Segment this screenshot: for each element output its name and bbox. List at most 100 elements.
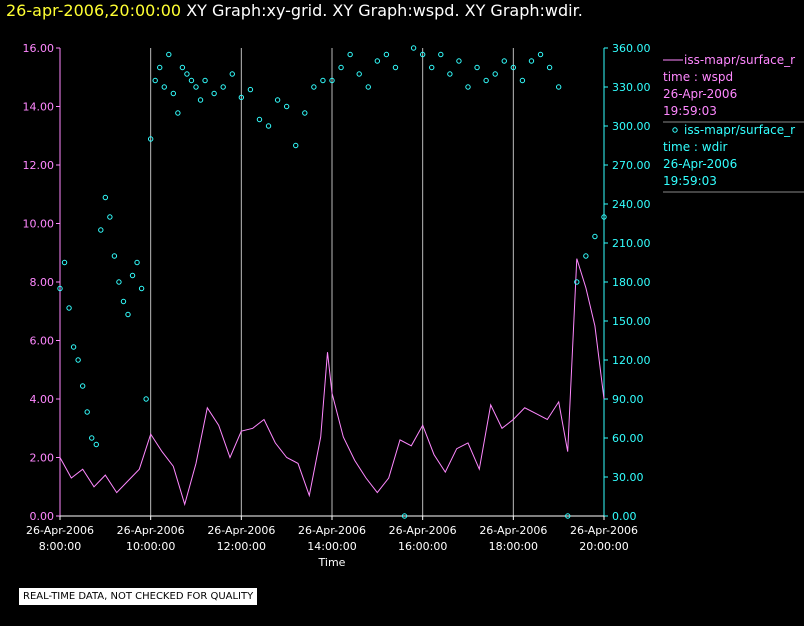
wdir-point: [66, 305, 72, 311]
wdir-point: [125, 311, 131, 318]
right-tick-label: 60.00: [612, 432, 644, 445]
right-tick-label: 180.00: [612, 276, 651, 289]
right-tick-label: 240.00: [612, 198, 651, 211]
wdir-point: [134, 259, 140, 266]
wdir-point: [583, 253, 589, 259]
right-tick-label: 90.00: [612, 393, 644, 406]
wdir-point: [157, 64, 163, 71]
x-tick-time-label: 8:00:00: [39, 540, 81, 553]
wdir-point: [188, 77, 195, 84]
right-tick-label: 270.00: [612, 159, 651, 172]
left-tick-label: 12.00: [23, 159, 55, 172]
wdir-point: [465, 84, 471, 90]
wdir-point: [265, 123, 272, 129]
x-tick-date-label: 26-Apr-2006: [479, 524, 547, 537]
left-tick-label: 14.00: [23, 101, 55, 114]
wspd-legend-source: iss-mapr/surface_r: [684, 53, 795, 67]
x-tick-time-label: 18:00:00: [489, 540, 538, 553]
wdir-point: [293, 142, 299, 149]
wdir-point: [383, 51, 390, 58]
wdir-point: [75, 357, 81, 363]
x-tick-time-label: 14:00:00: [307, 540, 356, 553]
wdir-point: [61, 259, 68, 266]
wdir-point: [410, 45, 417, 51]
wdir-point: [338, 64, 344, 71]
wdir-point: [592, 233, 598, 240]
wdir-point: [120, 298, 127, 305]
wdir-point: [374, 58, 381, 64]
wdir-point: [329, 77, 335, 84]
wdir-point: [247, 86, 254, 93]
left-tick-label: 8.00: [30, 276, 55, 289]
wdir-legend-variable: time : wdir: [663, 140, 728, 154]
right-tick-label: 330.00: [612, 81, 651, 94]
wdir-point: [447, 71, 453, 77]
wdir-point: [220, 84, 226, 90]
wdir-point: [565, 513, 571, 519]
x-tick-date-label: 26-Apr-2006: [570, 524, 638, 537]
right-tick-label: 30.00: [612, 471, 644, 484]
wdir-point: [211, 90, 217, 97]
wdir-point: [98, 227, 104, 233]
wdir-point: [492, 71, 498, 77]
left-tick-label: 16.00: [23, 42, 55, 55]
right-tick-label: 0.00: [612, 510, 637, 523]
graph-list-title: XY Graph:xy-grid. XY Graph:wspd. XY Grap…: [186, 1, 583, 20]
wdir-point: [147, 136, 154, 142]
wdir-point: [89, 435, 95, 441]
wdir-legend-source: iss-mapr/surface_r: [684, 123, 795, 137]
wdir-point: [111, 253, 118, 259]
x-tick-date-label: 26-Apr-2006: [389, 524, 457, 537]
x-tick-time-label: 20:00:00: [579, 540, 628, 553]
x-tick-date-label: 26-Apr-2006: [298, 524, 366, 537]
wdir-point: [274, 97, 281, 103]
wdir-point: [574, 279, 580, 285]
left-tick-label: 6.00: [30, 335, 55, 348]
right-tick-label: 120.00: [612, 354, 651, 367]
wdir-point: [138, 285, 145, 292]
wdir-point: [311, 84, 317, 90]
wdir-point: [365, 84, 371, 90]
wdir-point: [93, 441, 99, 448]
wdir-point: [179, 64, 186, 71]
wdir-point: [70, 344, 77, 350]
timestamp-title: 26-apr-2006,20:00:00: [6, 1, 182, 20]
quality-disclaimer: REAL-TIME DATA, NOT CHECKED FOR QUALITY: [19, 588, 258, 605]
wdir-point: [519, 77, 526, 84]
wdir-point: [528, 58, 535, 64]
wdir-point: [102, 194, 109, 201]
right-tick-label: 210.00: [612, 237, 651, 250]
wdir-point: [184, 71, 190, 77]
wdir-point: [57, 285, 63, 292]
x-tick-time-label: 10:00:00: [126, 540, 175, 553]
wdir-point: [392, 64, 399, 71]
wdir-point: [256, 116, 263, 123]
wspd-series-line: [59, 258, 605, 507]
wdir-point: [170, 90, 177, 97]
left-tick-label: 2.00: [30, 452, 55, 465]
wdir-point: [356, 71, 362, 77]
wspd-legend-variable: time : wspd: [663, 70, 733, 84]
wdir-point: [84, 409, 90, 415]
wdir-point: [601, 214, 607, 220]
x-tick-time-label: 16:00:00: [398, 540, 447, 553]
wdir-point: [229, 71, 235, 77]
x-tick-time-label: 12:00:00: [217, 540, 266, 553]
left-tick-label: 4.00: [30, 393, 55, 406]
wdir-point: [347, 51, 353, 58]
wdir-point: [429, 64, 435, 71]
right-tick-label: 300.00: [612, 120, 651, 133]
wdir-point: [143, 396, 149, 402]
left-tick-label: 0.00: [30, 510, 55, 523]
wdir-point: [302, 110, 308, 116]
x-tick-date-label: 26-Apr-2006: [117, 524, 185, 537]
wdir-legend-date: 26-Apr-2006: [663, 157, 737, 171]
x-tick-date-label: 26-Apr-2006: [26, 524, 94, 537]
wdir-point: [474, 64, 480, 71]
wdir-point: [483, 77, 489, 84]
wdir-point: [320, 77, 326, 84]
wdir-legend-time: 19:59:03: [663, 174, 717, 188]
wdir-point: [438, 51, 444, 58]
wdir-point: [152, 77, 158, 84]
